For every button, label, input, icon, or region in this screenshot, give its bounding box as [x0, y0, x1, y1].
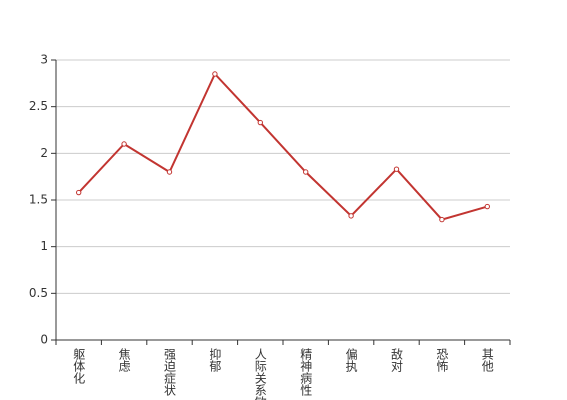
y-tick-label: 1.5	[29, 193, 48, 207]
point	[212, 71, 218, 77]
x-tick-label: 人际关系敏感	[253, 348, 267, 400]
point	[121, 141, 127, 147]
y-tick-label: 0	[40, 333, 48, 347]
point	[348, 213, 354, 219]
x-tick-label: 恐怖	[435, 348, 449, 372]
x-tick-label: 抑郁	[208, 347, 222, 373]
x-tick-label: 躯体化	[72, 347, 86, 385]
x-tick-label: 强迫症状	[163, 348, 177, 396]
y-tick-label: 2	[40, 146, 48, 160]
point	[484, 203, 490, 210]
point	[257, 119, 263, 126]
x-tick-label: 焦虑	[117, 348, 131, 372]
x-tick-label: 精神病性	[299, 348, 313, 397]
point	[76, 189, 82, 196]
y-tick-label: 3	[40, 53, 48, 67]
y-tick-label: 1	[40, 239, 48, 253]
y-tick-label: 0.5	[29, 286, 48, 300]
x-tick-label: 其他	[480, 348, 494, 372]
point	[303, 169, 309, 175]
line	[77, 72, 488, 221]
point	[393, 166, 400, 172]
point	[439, 216, 445, 223]
x-tick-label: 偏执	[344, 347, 358, 373]
y-tick-label: 2.5	[29, 99, 48, 113]
point	[166, 169, 173, 175]
x-tick-label: 敌对	[390, 347, 404, 372]
